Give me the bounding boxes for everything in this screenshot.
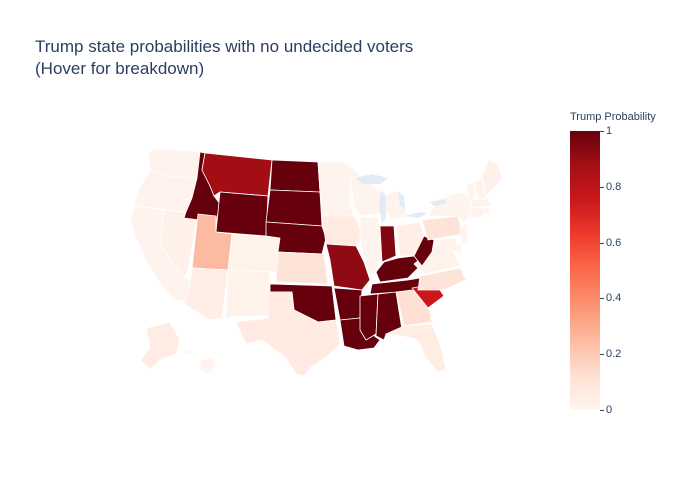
colorbar-tick-label: 0 bbox=[606, 404, 613, 416]
colorbar-tick-mark bbox=[600, 243, 604, 244]
state-ma[interactable] bbox=[469, 197, 493, 209]
state-wy[interactable] bbox=[215, 191, 269, 237]
colorbar-title: Trump Probability bbox=[570, 111, 656, 123]
state-md[interactable] bbox=[433, 237, 459, 253]
state-ar[interactable] bbox=[333, 287, 363, 321]
state-ia[interactable] bbox=[321, 215, 365, 247]
state-mt[interactable] bbox=[201, 152, 273, 197]
state-sd[interactable] bbox=[265, 189, 323, 227]
state-mn[interactable] bbox=[317, 161, 361, 217]
colorbar-tick-label: 1 bbox=[606, 125, 613, 137]
colorbar-tick-label: 0.2 bbox=[606, 348, 622, 360]
colorbar-tick-mark bbox=[600, 298, 604, 299]
state-co[interactable] bbox=[227, 233, 281, 273]
great-lakes bbox=[355, 174, 447, 224]
state-ct[interactable] bbox=[469, 207, 485, 219]
state-vt[interactable] bbox=[465, 181, 477, 201]
state-nm[interactable] bbox=[225, 269, 271, 321]
state-ri[interactable] bbox=[483, 207, 491, 215]
state-pa[interactable] bbox=[421, 215, 463, 241]
state-az[interactable] bbox=[183, 267, 229, 321]
colorbar-tick-mark bbox=[600, 131, 604, 132]
state-nj[interactable] bbox=[459, 223, 469, 247]
state-mo[interactable] bbox=[325, 243, 371, 291]
colorbar-tick-label: 0.8 bbox=[606, 181, 622, 193]
state-nc[interactable] bbox=[417, 267, 467, 291]
colorbar-tick-mark bbox=[600, 354, 604, 355]
state-in[interactable] bbox=[379, 225, 397, 263]
colorbar bbox=[570, 131, 600, 410]
state-nd[interactable] bbox=[269, 159, 321, 193]
state-ga[interactable] bbox=[395, 289, 433, 327]
state-ks[interactable] bbox=[275, 251, 329, 285]
state-ms[interactable] bbox=[359, 293, 379, 341]
state-tx[interactable] bbox=[235, 291, 341, 377]
chart-title: Trump state probabilities with no undeci… bbox=[35, 37, 414, 78]
state-il[interactable] bbox=[359, 215, 385, 277]
state-hi[interactable] bbox=[185, 349, 217, 375]
colorbar-tick-label: 0.4 bbox=[606, 292, 622, 304]
colorbar-tick-mark bbox=[600, 187, 604, 188]
state-ak[interactable] bbox=[139, 321, 181, 371]
colorbar-tick-mark bbox=[600, 410, 604, 411]
state-me[interactable] bbox=[481, 159, 503, 197]
state-fl[interactable] bbox=[385, 323, 447, 373]
colorbar-tick-label: 0.6 bbox=[606, 237, 622, 249]
